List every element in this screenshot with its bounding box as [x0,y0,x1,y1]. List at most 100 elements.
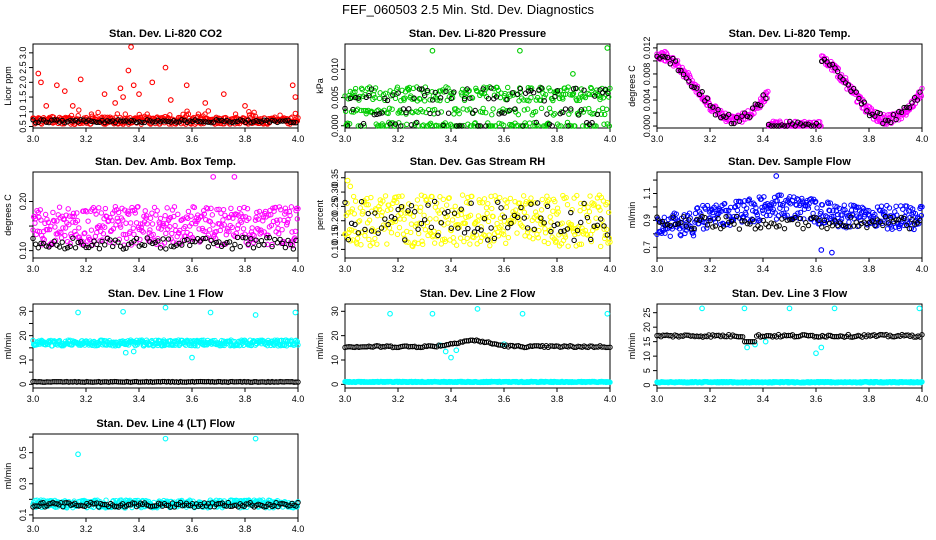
data-point [144,235,150,241]
data-point [246,215,252,222]
data-point [743,205,750,211]
data-point [741,305,748,312]
data-point [581,87,587,93]
data-point [453,347,460,354]
data-point [75,309,81,316]
data-point [246,109,252,115]
data-point [451,111,457,117]
data-point [573,85,579,92]
data-point [250,245,257,251]
data-point [289,82,296,89]
data-point [235,222,241,228]
data-point [104,235,111,242]
data-point [528,195,534,201]
data-point [405,208,411,214]
data-point [682,230,688,237]
data-point [163,246,169,252]
y-axis-label: ml/min [315,333,325,360]
x-tick-label: 3.6 [498,394,511,404]
data-point [269,243,275,250]
data-point [491,238,497,244]
data-point [585,204,591,210]
data-point [366,93,372,99]
data-point [352,198,359,204]
data-point [175,211,181,218]
data-point [115,209,122,216]
data-point [189,118,196,125]
data-point [272,236,278,243]
data-point [678,67,684,74]
data-point [183,82,190,89]
y-tick-label: 0.30 [330,183,340,201]
data-point [43,103,50,109]
data-point [496,120,502,126]
data-point [412,239,418,246]
data-point [151,204,158,211]
data-point [718,107,724,114]
data-point [191,204,198,211]
data-point [431,240,438,246]
data-point [600,95,607,101]
data-point [253,117,259,124]
data-point [704,202,711,209]
data-point [818,123,824,129]
x-tick-label: 3.2 [80,524,93,534]
data-point [475,213,482,219]
data-point [562,106,569,112]
data-point [165,236,172,242]
x-tick-label: 4.0 [604,134,617,144]
data-point [379,209,385,215]
data-point [508,220,514,226]
data-point [493,123,499,129]
data-point [277,236,283,243]
data-point [512,109,519,115]
data-point [538,97,544,104]
data-point [120,308,126,315]
data-point [205,244,212,250]
data-point [515,111,522,118]
data-point [256,242,262,248]
data-point [553,238,559,244]
data-point [48,241,55,248]
data-point [238,219,245,225]
data-point [352,221,358,228]
data-point [565,84,571,90]
data-point [556,123,562,129]
y-axis-label: ml/min [627,333,637,360]
data-point [572,231,578,238]
data-point [522,233,528,239]
data-point [75,112,81,119]
chart-panel: Stan. Dev. Amb. Box Temp.degrees C3.0 3.2… [3,156,304,274]
data-point [914,97,921,103]
data-point [155,238,161,244]
data-point [205,108,212,114]
x-tick-label: 3.0 [651,134,664,144]
data-point [916,305,923,312]
data-point [95,109,101,116]
data-point [187,118,193,124]
data-point [120,231,127,238]
data-point [584,212,590,219]
data-point [237,218,243,224]
x-tick-label: 3.0 [27,394,40,404]
data-point [463,87,469,93]
data-point [102,224,108,230]
data-point [586,91,593,98]
data-point [477,199,483,206]
data-point [348,220,355,227]
data-point [461,230,468,236]
data-point [866,112,873,119]
data-point [91,118,97,125]
data-point [167,97,174,103]
data-point [380,198,386,204]
data-point [406,106,412,112]
x-tick-label: 3.2 [704,394,717,404]
data-point [258,229,265,236]
data-point [69,213,75,220]
data-point [115,117,121,123]
data-point [538,105,545,112]
data-point [373,207,379,213]
data-point [433,122,439,129]
data-point [694,205,700,212]
